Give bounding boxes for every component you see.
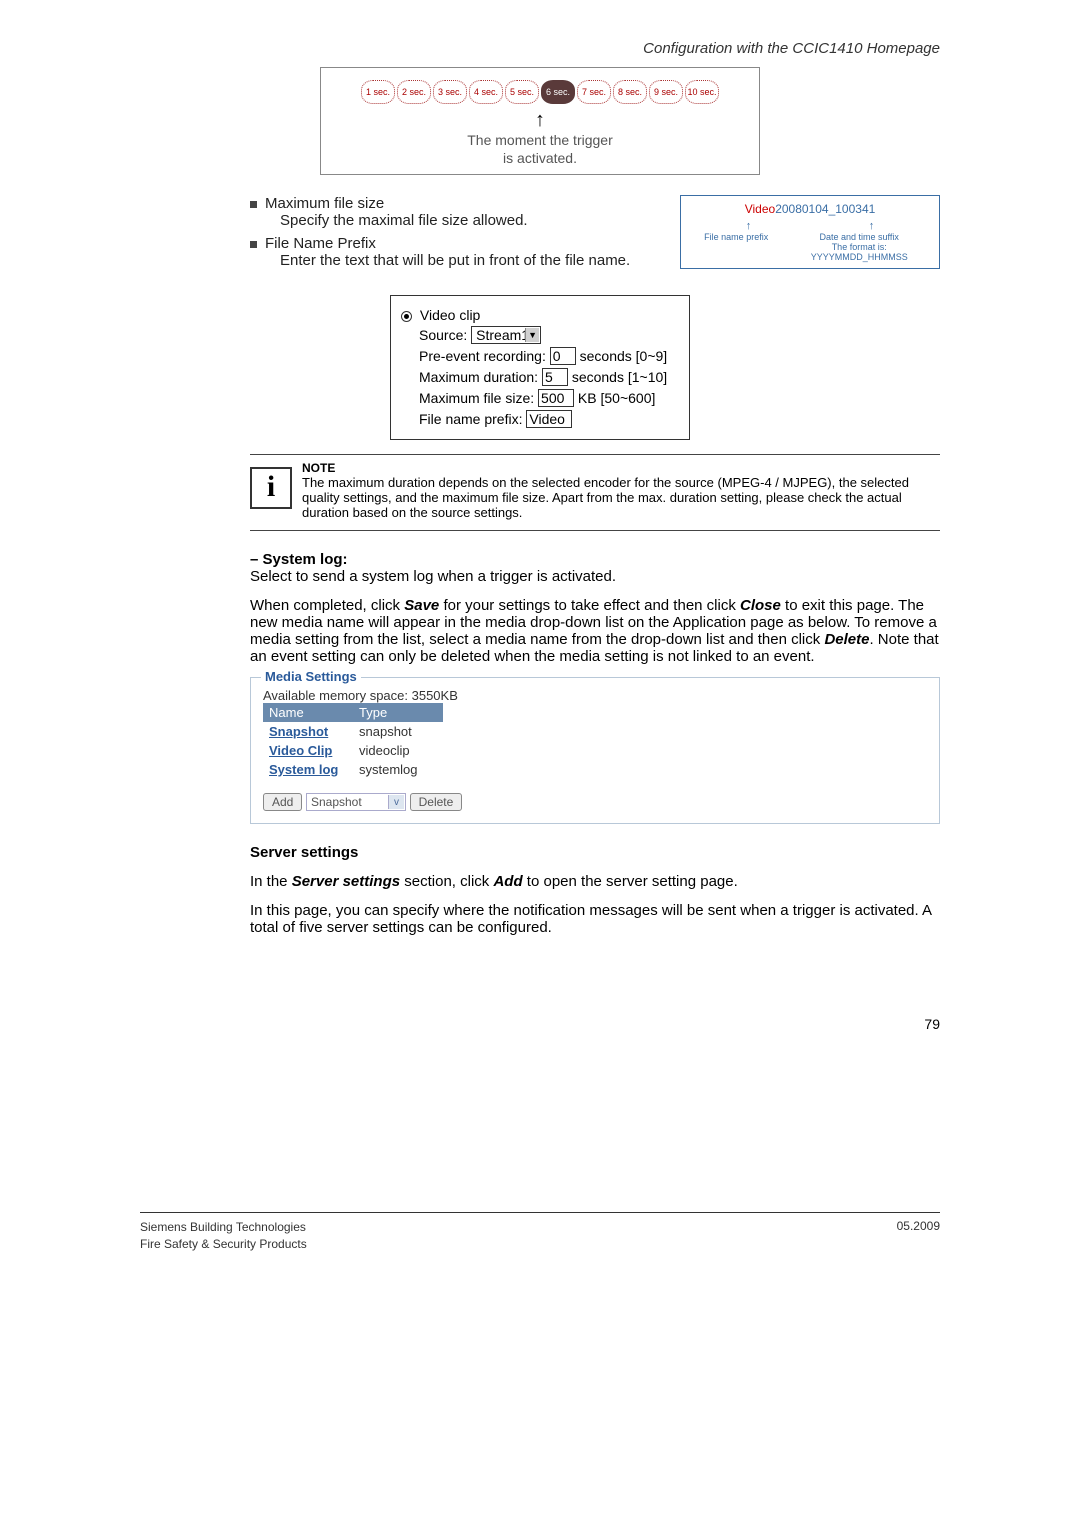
media-legend: Media Settings xyxy=(261,669,361,684)
timeline-caption-1: The moment the trigger xyxy=(325,132,755,148)
bullet-max-size: Maximum file size Specify the maximal fi… xyxy=(250,195,680,229)
time-bubble: 5 sec. xyxy=(505,80,539,104)
divider xyxy=(250,530,940,531)
time-bubble: 1 sec. xyxy=(361,80,395,104)
duration-suffix: seconds [1~10] xyxy=(572,369,667,385)
media-link[interactable]: Snapshot xyxy=(269,724,328,739)
filename-rest: 20080104_100341 xyxy=(775,202,875,216)
bullet-square-icon xyxy=(250,201,257,208)
time-bubble: 2 sec. xyxy=(397,80,431,104)
delete-button[interactable]: Delete xyxy=(410,793,463,811)
media-row: Video Clip videoclip xyxy=(263,741,443,760)
media-head-type: Type xyxy=(353,703,443,722)
filename-label-prefix: File name prefix xyxy=(687,232,785,262)
media-row: Snapshot snapshot xyxy=(263,722,443,741)
bullet-prefix-title: File Name Prefix xyxy=(265,235,630,252)
footer-company: Siemens Building Technologies xyxy=(140,1219,307,1236)
maxsize-suffix: KB [50~600] xyxy=(578,390,655,406)
duration-label: Maximum duration: xyxy=(419,369,538,385)
server-heading: Server settings xyxy=(250,844,358,861)
systemlog-instructions: When completed, click Save for your sett… xyxy=(250,597,940,665)
filename-prefix-label: File name prefix: xyxy=(419,411,522,427)
media-memory: Available memory space: 3550KB xyxy=(263,688,927,703)
systemlog-text: Select to send a system log when a trigg… xyxy=(250,568,940,585)
bullet-max-size-sub: Specify the maximal file size allowed. xyxy=(280,212,528,229)
note-block: i NOTE The maximum duration depends on t… xyxy=(250,461,940,520)
media-settings-box: Media Settings Available memory space: 3… xyxy=(250,677,940,824)
maxsize-label: Maximum file size: xyxy=(419,390,534,406)
footer: Siemens Building Technologies Fire Safet… xyxy=(140,1212,940,1253)
time-bubble: 4 sec. xyxy=(469,80,503,104)
info-icon: i xyxy=(250,467,292,509)
server-p1: In the Server settings section, click Ad… xyxy=(250,873,940,890)
time-bubble: 3 sec. xyxy=(433,80,467,104)
page-header: Configuration with the CCIC1410 Homepage xyxy=(140,40,940,57)
maxsize-input[interactable]: 500 xyxy=(538,389,574,407)
filename-label-suffix: Date and time suffix xyxy=(785,232,933,242)
time-bubble: 8 sec. xyxy=(613,80,647,104)
bullet-prefix: File Name Prefix Enter the text that wil… xyxy=(250,235,680,269)
videoclip-radio[interactable] xyxy=(401,311,412,322)
filename-prefix-input[interactable]: Video xyxy=(526,410,572,428)
systemlog-heading: System log: xyxy=(263,551,348,568)
chevron-down-icon: ▼ xyxy=(525,328,539,342)
media-dropdown[interactable]: Snapshot v xyxy=(306,793,406,811)
server-p2: In this page, you can specify where the … xyxy=(250,902,940,936)
media-link[interactable]: System log xyxy=(269,762,338,777)
media-type: snapshot xyxy=(353,722,443,741)
timeline-caption-2: is activated. xyxy=(325,150,755,166)
media-link[interactable]: Video Clip xyxy=(269,743,332,758)
time-bubble: 9 sec. xyxy=(649,80,683,104)
videoclip-panel: Video clip Source: Stream1 ▼ Pre-event r… xyxy=(390,295,690,440)
bullet-prefix-sub: Enter the text that will be put in front… xyxy=(280,252,630,269)
media-type: videoclip xyxy=(353,741,443,760)
footer-division: Fire Safety & Security Products xyxy=(140,1236,307,1253)
time-bubble: 7 sec. xyxy=(577,80,611,104)
bullet-max-size-title: Maximum file size xyxy=(265,195,528,212)
page-number: 79 xyxy=(140,1016,940,1032)
note-text: The maximum duration depends on the sele… xyxy=(302,475,940,520)
time-bubble: 6 sec. xyxy=(541,80,575,104)
divider xyxy=(250,454,940,455)
filename-example-box: Video20080104_100341 ↑ ↑ File name prefi… xyxy=(680,195,940,269)
timeline-diagram: 1 sec.2 sec.3 sec.4 sec.5 sec.6 sec.7 se… xyxy=(320,67,760,175)
timeline-arrow: ↑ xyxy=(325,110,755,130)
footer-date: 05.2009 xyxy=(897,1219,940,1253)
media-head-name: Name xyxy=(263,703,353,722)
preevent-label: Pre-event recording: xyxy=(419,348,546,364)
source-select[interactable]: Stream1 ▼ xyxy=(471,326,541,344)
media-table-header: Name Type xyxy=(263,703,443,722)
videoclip-title: Video clip xyxy=(420,307,480,323)
bullet-square-icon xyxy=(250,241,257,248)
media-row: System log systemlog xyxy=(263,760,443,779)
filename-label-format: The format is: YYYYMMDD_HHMMSS xyxy=(785,242,933,262)
note-title: NOTE xyxy=(302,461,940,475)
filename-arrow-2: ↑ xyxy=(869,220,875,232)
add-button[interactable]: Add xyxy=(263,793,302,811)
duration-input[interactable]: 5 xyxy=(542,368,568,386)
media-type: systemlog xyxy=(353,760,443,779)
preevent-input[interactable]: 0 xyxy=(550,347,576,365)
time-bubble: 10 sec. xyxy=(685,80,719,104)
source-label: Source: xyxy=(419,327,467,343)
filename-arrow-1: ↑ xyxy=(746,220,752,232)
filename-prefix-red: Video xyxy=(745,202,775,216)
source-value: Stream1 xyxy=(476,327,529,343)
preevent-suffix: seconds [0~9] xyxy=(580,348,668,364)
chevron-down-icon: v xyxy=(388,795,404,809)
media-dropdown-value: Snapshot xyxy=(311,795,362,809)
